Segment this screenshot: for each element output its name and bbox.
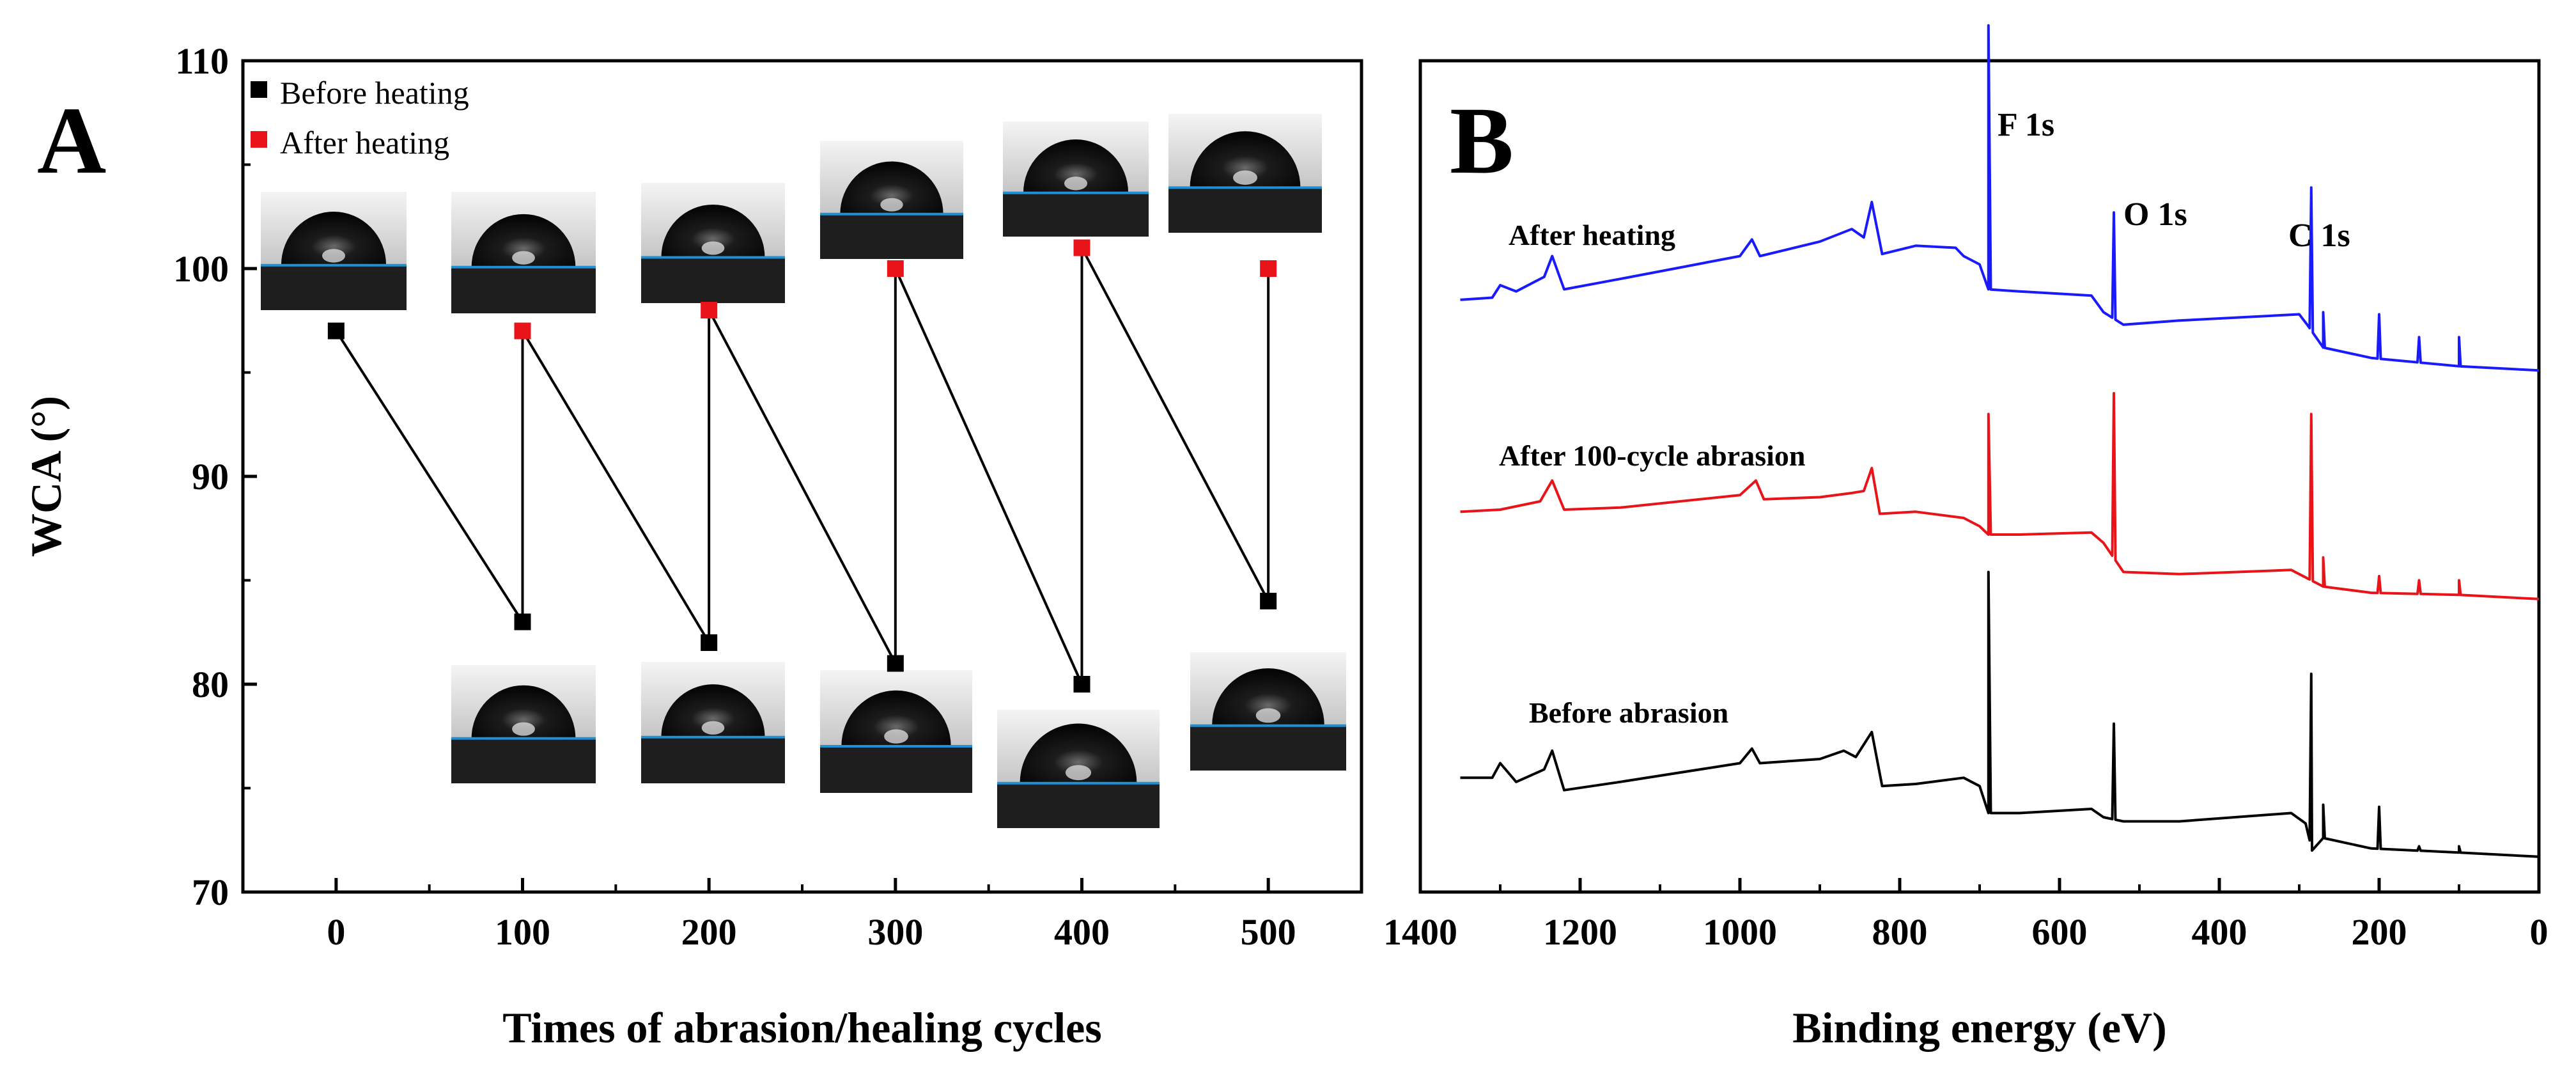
spectrum-after-100-cycle-abrasion [1460, 392, 2540, 600]
before-heating-point-100 [514, 613, 531, 630]
droplet-image-lower-400 [997, 710, 1160, 828]
legend-label-before-heating: Before heating [280, 75, 469, 111]
panel-b-frame [1418, 59, 2541, 894]
panel-a-x-axis-title: Times of abrasion/healing cycles [502, 1003, 1102, 1052]
droplet-image-upper-100 [451, 192, 596, 313]
panel-label-a: A [37, 88, 106, 194]
legend-marker-after-heating [251, 131, 267, 148]
x-tick-label-500: 500 [1241, 911, 1296, 953]
after-heating-point-200 [701, 302, 718, 318]
panel-label-b: B [1450, 88, 1514, 194]
before-heating-point-200 [701, 634, 718, 651]
b-x-tick-label-0: 0 [2530, 911, 2549, 953]
droplet-image-upper-500 [1168, 114, 1322, 233]
y-tick-label-110: 110 [175, 40, 229, 82]
peak-label-c1s: C 1s [2288, 217, 2350, 254]
panel-a-legend: Before heating After heating [251, 75, 469, 161]
droplet-image-lower-500 [1190, 652, 1346, 771]
panel-b-spectra [1460, 24, 2540, 858]
after-heating-point-500 [1260, 260, 1277, 277]
before-heating-point-0 [327, 322, 345, 340]
x-tick-label-400: 400 [1054, 911, 1110, 953]
x-tick-label-200: 200 [681, 911, 737, 953]
label-after-100-cycle-abrasion: After 100-cycle abrasion [1499, 439, 1805, 472]
after-heating-point-400 [1073, 239, 1090, 256]
legend-marker-before-heating [251, 81, 267, 98]
b-x-tick-label-600: 600 [2032, 911, 2088, 953]
legend-label-after-heating: After heating [280, 125, 449, 161]
after-heating-point-100 [514, 322, 531, 340]
panel-b-x-axis: 1400 1200 1000 800 600 400 200 0 [1383, 878, 2549, 953]
peak-label-f1s: F 1s [1998, 107, 2054, 143]
droplet-image-lower-200 [641, 662, 785, 783]
droplet-image-upper-400 [1003, 121, 1149, 237]
droplet-images [261, 114, 1346, 828]
panel-a-points [327, 239, 1277, 693]
droplet-image-lower-100 [451, 665, 596, 783]
peak-label-o1s: O 1s [2123, 196, 2187, 233]
panel-a-x-axis: 0 100 200 300 400 500 [242, 878, 1363, 953]
before-heating-point-500 [1260, 593, 1277, 609]
panel-a-y-axis-title: WCA (°) [22, 396, 70, 557]
droplet-image-upper-300 [820, 141, 963, 259]
spectrum-before-abrasion [1460, 570, 2540, 858]
b-x-tick-label-1200: 1200 [1543, 911, 1617, 953]
b-x-tick-label-1000: 1000 [1703, 911, 1777, 953]
label-before-abrasion: Before abrasion [1529, 696, 1728, 729]
spectrum-after-heating [1460, 24, 2540, 372]
y-tick-label-80: 80 [192, 664, 229, 705]
y-tick-label-100: 100 [173, 248, 229, 290]
b-x-tick-label-1400: 1400 [1383, 911, 1457, 953]
panel-b-x-axis-title: Binding energy (eV) [1792, 1003, 2167, 1052]
y-tick-label-90: 90 [192, 456, 229, 497]
before-heating-point-400 [1073, 676, 1090, 693]
b-x-tick-label-400: 400 [2192, 911, 2247, 953]
x-tick-label-100: 100 [495, 911, 550, 953]
x-tick-label-0: 0 [327, 911, 345, 953]
after-heating-point-300 [887, 260, 904, 277]
b-x-tick-label-200: 200 [2352, 911, 2407, 953]
label-after-heating: After heating [1509, 219, 1675, 251]
droplet-image-lower-300 [820, 670, 972, 793]
droplet-image-upper-200 [641, 183, 785, 303]
panel-a-y-axis: 70 80 90 100 110 [173, 40, 257, 913]
x-tick-label-300: 300 [867, 911, 923, 953]
before-heating-point-300 [887, 655, 904, 672]
droplet-image-upper-0 [261, 192, 407, 310]
y-tick-label-70: 70 [192, 872, 229, 913]
b-x-tick-label-800: 800 [1872, 911, 1928, 953]
